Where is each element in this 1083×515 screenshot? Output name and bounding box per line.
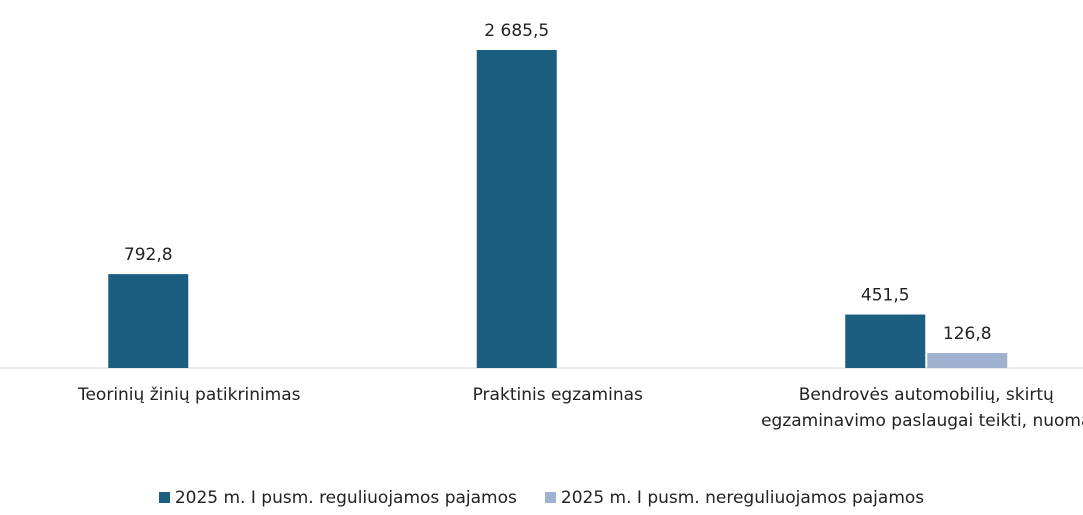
legend-item: 2025 m. I pusm. nereguliuojamos pajamos	[544, 488, 925, 508]
bar	[108, 274, 189, 368]
legend-label: 2025 m. I pusm. nereguliuojamos pajamos	[560, 488, 925, 508]
data-label: 126,8	[943, 324, 992, 344]
data-label: 792,8	[124, 245, 173, 265]
data-label: 2 685,5	[484, 21, 549, 41]
x-tick-label: Praktinis egzaminas	[472, 385, 643, 405]
bar	[476, 50, 557, 368]
legend-label: 2025 m. I pusm. reguliuojamos pajamos	[174, 488, 517, 508]
x-tick-label: Bendrovės automobilių, skirtų egzaminavi…	[761, 385, 1083, 431]
legend-swatch	[544, 492, 556, 503]
bar	[927, 352, 1008, 368]
legend: 2025 m. I pusm. reguliuojamos pajamos 202…	[0, 488, 1083, 508]
bar	[845, 314, 926, 368]
x-tick-label: Teorinių žinių patikrinimas	[77, 385, 301, 405]
data-label: 451,5	[861, 286, 910, 306]
legend-swatch	[158, 492, 170, 503]
legend-item: 2025 m. I pusm. reguliuojamos pajamos	[158, 488, 517, 508]
